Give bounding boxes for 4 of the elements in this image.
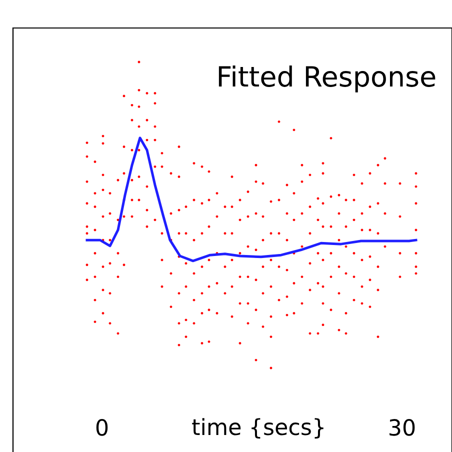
- x-tick-label: 0: [96, 419, 108, 436]
- x-tick-label: 30: [390, 419, 415, 436]
- x-axis-title: time {secs}: [192, 418, 324, 439]
- chart-title: Fitted Response: [218, 65, 436, 92]
